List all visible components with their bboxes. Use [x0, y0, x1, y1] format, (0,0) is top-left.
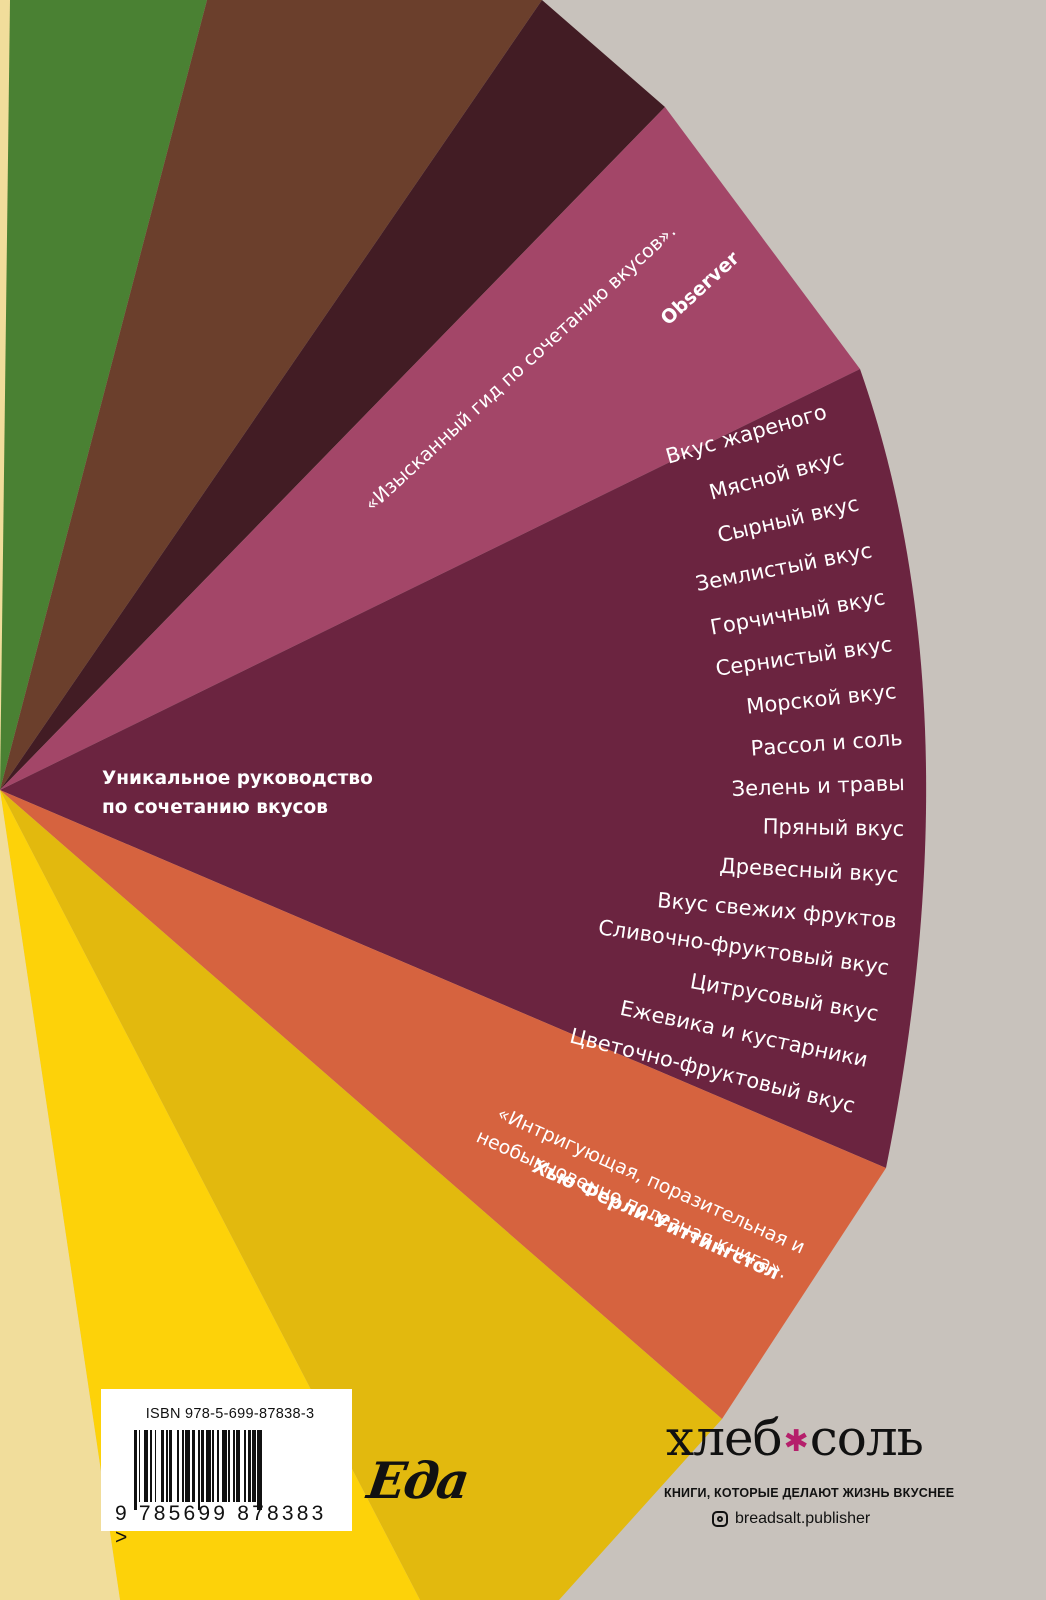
barcode-bar [177, 1430, 179, 1502]
barcode-bar [185, 1430, 190, 1502]
barcode-bar [182, 1430, 184, 1502]
tagline: Уникальное руководство по сочетанию вкус… [102, 764, 373, 822]
publisher-logo: хлеб✱соль [666, 1413, 924, 1463]
barcode-bar [236, 1430, 240, 1502]
barcode-bar [252, 1430, 256, 1502]
barcode-bar [217, 1430, 219, 1502]
tagline-line2: по сочетанию вкусов [102, 797, 328, 818]
barcode-bar [244, 1430, 246, 1502]
wedge-pale-yellow-bottom [0, 790, 120, 1600]
publisher-social-handle[interactable]: breadsalt.publisher [735, 1510, 871, 1527]
barcode-bar [228, 1430, 230, 1502]
tagline-line1: Уникальное руководство [102, 768, 373, 789]
barcode-bar [134, 1430, 138, 1510]
wedge-rose [0, 107, 860, 790]
publisher-logo-part2: соль [809, 1409, 924, 1467]
wedge-dark-brown [0, 0, 665, 790]
wedge-orange [0, 790, 886, 1419]
barcode-bar [206, 1430, 211, 1502]
barcode-bar [191, 1430, 195, 1502]
barcode-bar [154, 1430, 157, 1502]
barcode-bars [134, 1430, 334, 1510]
barcode-bar [222, 1430, 227, 1502]
barcode-block: ISBN 978-5-699-87838-3 9 785699 878383 > [101, 1389, 352, 1549]
barcode-bar [166, 1430, 168, 1502]
flavor-item: Пряный вкус [763, 815, 905, 841]
barcode-bar [212, 1430, 214, 1502]
barcode-bar [150, 1430, 152, 1502]
publisher-logo-part1: хлеб [666, 1409, 783, 1467]
barcode-bar [138, 1430, 141, 1502]
wedge-burgundy [0, 369, 927, 1168]
ean-digits: 9 785699 878383 > [115, 1502, 327, 1549]
isbn-number: ISBN 978-5-699-87838-3 [145, 1406, 315, 1422]
instagram-icon [712, 1511, 728, 1527]
flower-star-icon: ✱ [783, 1424, 809, 1459]
barcode-bar [201, 1430, 205, 1502]
barcode-bar [247, 1430, 251, 1502]
publisher-slogan: КНИГИ, КОТОРЫЕ ДЕЛАЮТ ЖИЗНЬ ВКУСНЕЕ [664, 1486, 955, 1500]
barcode-bar [233, 1430, 235, 1502]
barcode-bar [161, 1430, 165, 1502]
wedge-mustard [0, 790, 722, 1600]
barcode-bar [143, 1430, 149, 1502]
barcode-bar [257, 1430, 262, 1510]
barcode-bar [198, 1430, 200, 1510]
series-logo: Еда [363, 1451, 472, 1510]
barcode-bar [169, 1430, 173, 1502]
